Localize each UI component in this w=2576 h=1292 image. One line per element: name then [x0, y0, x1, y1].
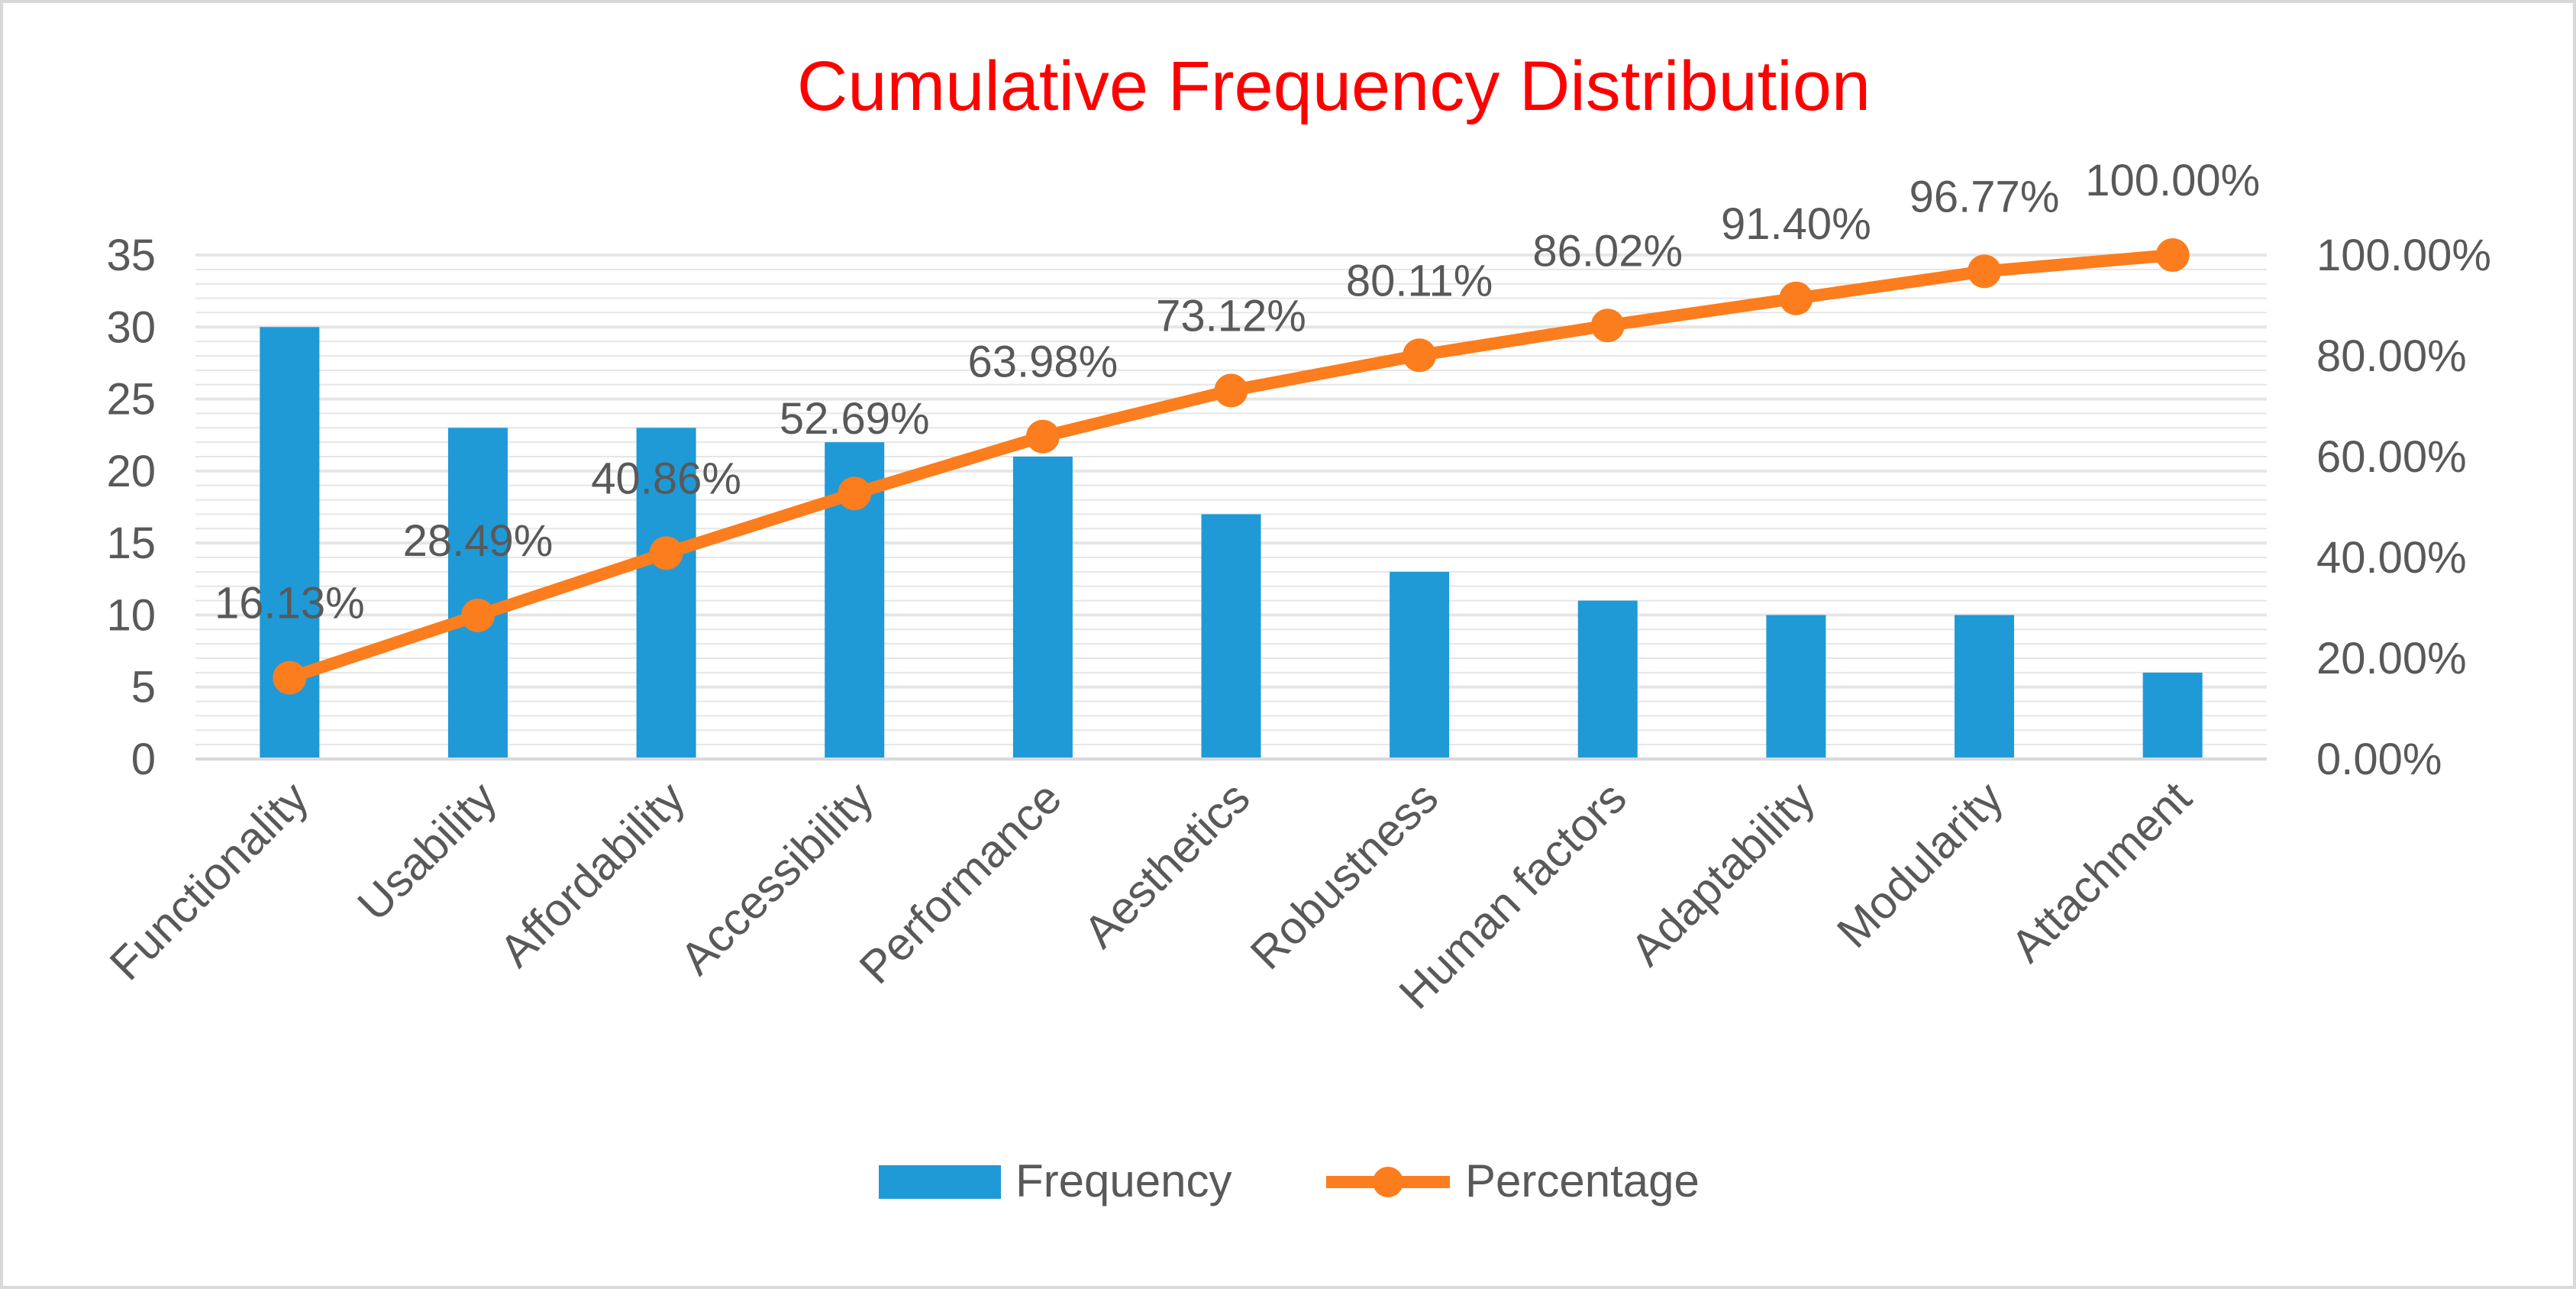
percentage-data-label: 100.00% — [2085, 156, 2260, 205]
percentage-marker — [273, 661, 307, 695]
percentage-data-label: 96.77% — [1909, 172, 2060, 221]
left-axis-ticks: 0 5 10 15 20 25 30 35 — [106, 231, 156, 784]
percentage-marker — [2155, 238, 2190, 272]
percentage-data-label: 63.98% — [968, 338, 1119, 387]
bar-usability — [447, 428, 508, 759]
left-tick-label: 0 — [131, 735, 156, 784]
bar-adaptability — [1766, 615, 1826, 759]
percentage-data-labels: 16.13% 28.49% 40.86% 52.69% 63.98% 73.12% 80.1… — [215, 156, 2260, 628]
legend-percentage-marker — [1373, 1167, 1403, 1197]
left-tick-label: 35 — [106, 231, 156, 280]
right-tick-label: 40.00% — [2316, 533, 2467, 583]
left-tick-label: 30 — [106, 302, 156, 352]
category-label: Aesthetics — [1074, 772, 1260, 958]
bar-performance — [1012, 457, 1073, 759]
category-label: Attachment — [2001, 772, 2201, 972]
bar-human-factors — [1577, 600, 1638, 759]
legend: Frequency Percentage — [879, 1155, 1700, 1206]
category-label: Robustness — [1241, 772, 1448, 979]
pareto-chart: Cumulative Frequency Distribution 0 5 10 15… — [100, 47, 2491, 1206]
left-tick-label: 25 — [106, 375, 156, 425]
percentage-data-label: 40.86% — [591, 454, 741, 503]
percentage-data-label: 86.02% — [1532, 226, 1683, 276]
left-tick-label: 20 — [106, 447, 156, 496]
category-label: Accessibility — [670, 772, 883, 984]
percentage-data-label: 73.12% — [1156, 291, 1306, 341]
right-axis-ticks: 0.00% 20.00% 40.00% 60.00% 80.00% 100.00% — [2316, 231, 2491, 784]
percentage-marker — [1403, 338, 1437, 373]
category-label: Adaptability — [1621, 772, 1825, 976]
right-tick-label: 0.00% — [2316, 735, 2442, 784]
percentage-data-label: 91.40% — [1721, 199, 1871, 249]
right-tick-label: 100.00% — [2316, 231, 2491, 280]
chart-title: Cumulative Frequency Distribution — [797, 47, 1871, 125]
category-labels: Functionality UsabilityAffordabilityAcces… — [100, 772, 2201, 1019]
left-tick-label: 15 — [106, 518, 156, 568]
left-tick-label: 10 — [106, 590, 156, 640]
right-tick-label: 20.00% — [2316, 634, 2467, 683]
percentage-marker — [1779, 281, 1813, 315]
legend-frequency-swatch — [879, 1165, 1001, 1199]
legend-percentage-label: Percentage — [1465, 1155, 1700, 1206]
category-label: Affordability — [490, 772, 695, 977]
bar-attachment — [2142, 672, 2203, 759]
right-tick-label: 60.00% — [2316, 432, 2467, 482]
percentage-marker — [1968, 254, 2002, 289]
percentage-marker — [1214, 373, 1248, 408]
percentage-marker — [649, 536, 683, 570]
category-label: Performance — [850, 772, 1071, 993]
bar-aesthetics — [1201, 514, 1261, 759]
percentage-data-label: 52.69% — [780, 394, 930, 444]
bar-robustness — [1390, 571, 1450, 759]
percentage-series — [273, 238, 2190, 695]
legend-frequency-label: Frequency — [1015, 1155, 1232, 1206]
percentage-marker — [1590, 308, 1625, 343]
right-tick-label: 80.00% — [2316, 331, 2467, 381]
category-label: Functionality — [100, 772, 318, 990]
category-label: Usability — [347, 772, 506, 931]
percentage-marker — [1025, 419, 1060, 454]
percentage-data-label: 28.49% — [403, 516, 554, 566]
percentage-marker — [838, 476, 872, 511]
category-label: Modularity — [1827, 772, 2013, 958]
bar-affordability — [636, 428, 696, 759]
bar-modularity — [1955, 615, 2015, 759]
percentage-data-label: 80.11% — [1346, 256, 1493, 305]
percentage-marker — [460, 598, 495, 632]
percentage-data-label: 16.13% — [215, 579, 365, 628]
left-tick-label: 5 — [131, 663, 156, 712]
